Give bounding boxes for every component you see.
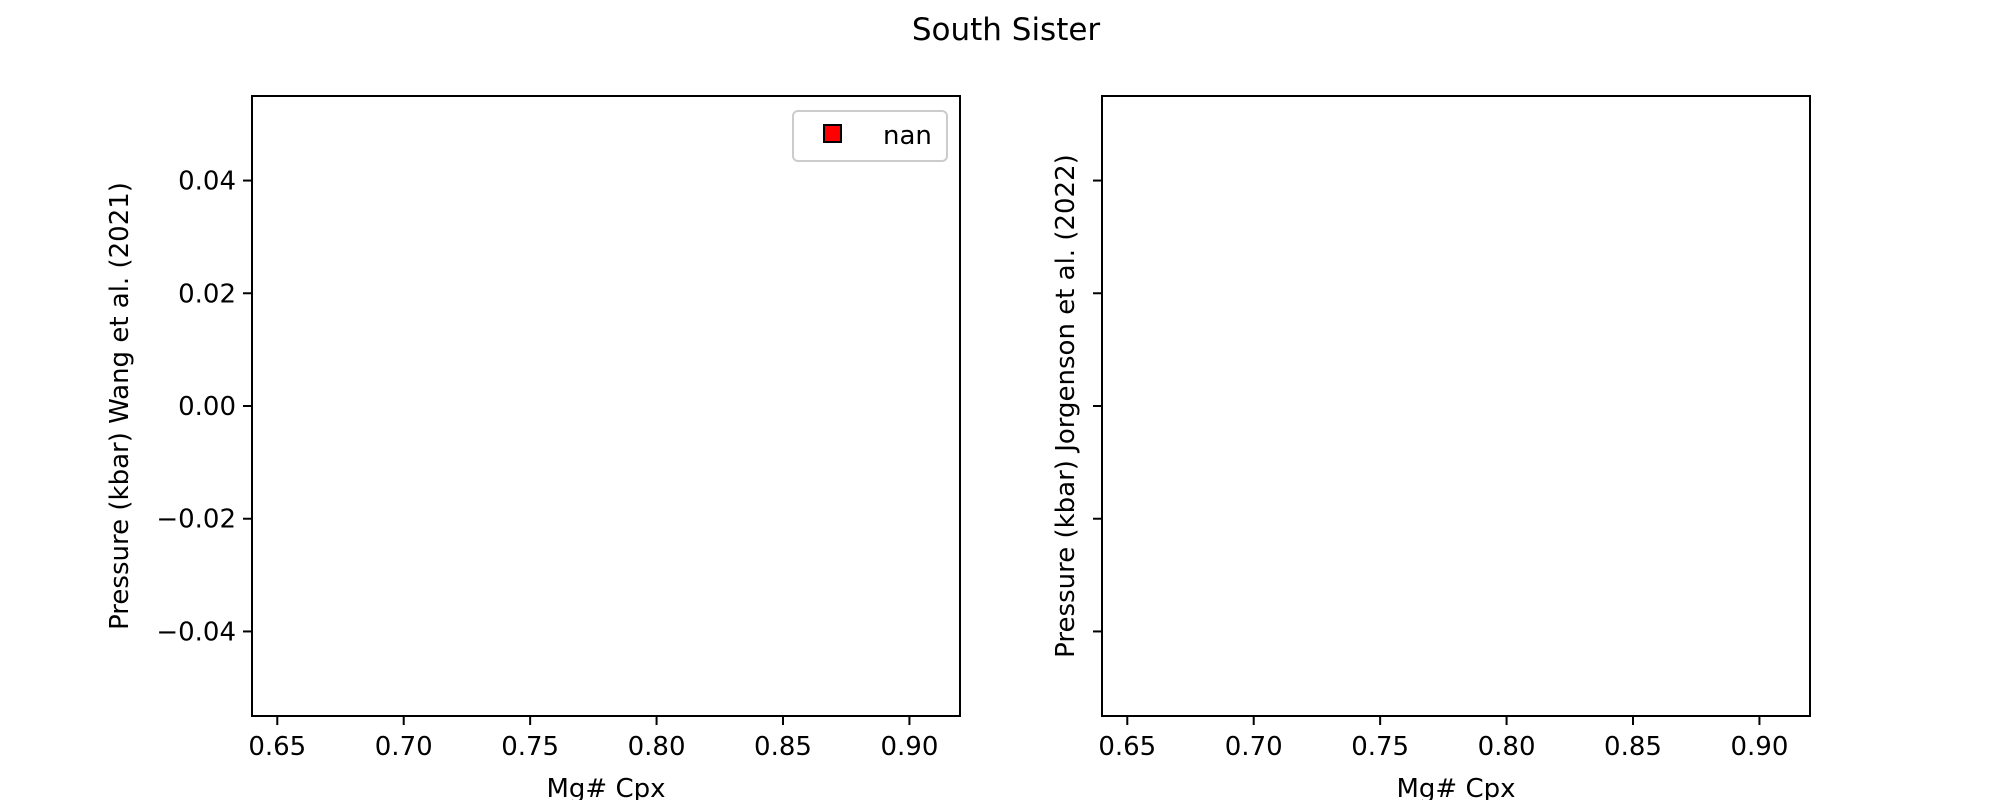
left-x-axis: 0.65 0.70 0.75 0.80 0.85 0.90 xyxy=(248,716,938,762)
right-x-axis: 0.65 0.70 0.75 0.80 0.85 0.90 xyxy=(1098,716,1788,762)
legend-marker-square xyxy=(823,124,842,143)
right-y-axis xyxy=(1093,179,1102,633)
left-y-axis-label: Pressure (kbar) Wang et al. (2021) xyxy=(105,182,135,630)
right-x-tick-label: 0.85 xyxy=(1604,732,1662,762)
left-plot: 0.65 0.70 0.75 0.80 0.85 0.90 0.04 0.02 0.00 −0.… xyxy=(105,95,961,800)
left-y-tick-label: −0.04 xyxy=(156,617,236,647)
right-plot: 0.65 0.70 0.75 0.80 0.85 0.90 Mg# Cpx Pressur… xyxy=(1051,95,1811,800)
right-x-tick-label: 0.80 xyxy=(1478,732,1536,762)
legend-label: nan xyxy=(883,121,932,151)
left-x-axis-label: Mg# Cpx xyxy=(546,774,665,800)
left-y-tick-label: 0.02 xyxy=(178,279,236,309)
left-y-tick-label: 0.04 xyxy=(178,167,236,197)
right-x-tick-label: 0.75 xyxy=(1351,732,1409,762)
figure-title: South Sister xyxy=(912,12,1101,48)
right-x-tick-label: 0.65 xyxy=(1098,732,1156,762)
left-x-tick-label: 0.90 xyxy=(880,732,938,762)
left-y-tick-label: 0.00 xyxy=(178,392,236,422)
left-x-tick-label: 0.80 xyxy=(628,732,686,762)
legend-box xyxy=(792,110,948,162)
right-plot-frame xyxy=(1101,95,1811,717)
left-x-tick-label: 0.75 xyxy=(501,732,559,762)
left-legend: nan xyxy=(792,110,948,162)
right-x-tick-label: 0.70 xyxy=(1225,732,1283,762)
right-x-tick-label: 0.90 xyxy=(1730,732,1788,762)
left-y-axis: 0.04 0.02 0.00 −0.02 −0.04 xyxy=(156,167,252,647)
right-y-axis-label: Pressure (kbar) Jorgenson et al. (2022) xyxy=(1051,154,1081,658)
left-x-tick-label: 0.65 xyxy=(248,732,306,762)
left-x-tick-label: 0.85 xyxy=(754,732,812,762)
left-plot-frame xyxy=(251,95,961,717)
right-x-axis-label: Mg# Cpx xyxy=(1396,774,1515,800)
left-y-tick-label: −0.02 xyxy=(156,505,236,535)
left-x-tick-label: 0.70 xyxy=(375,732,433,762)
